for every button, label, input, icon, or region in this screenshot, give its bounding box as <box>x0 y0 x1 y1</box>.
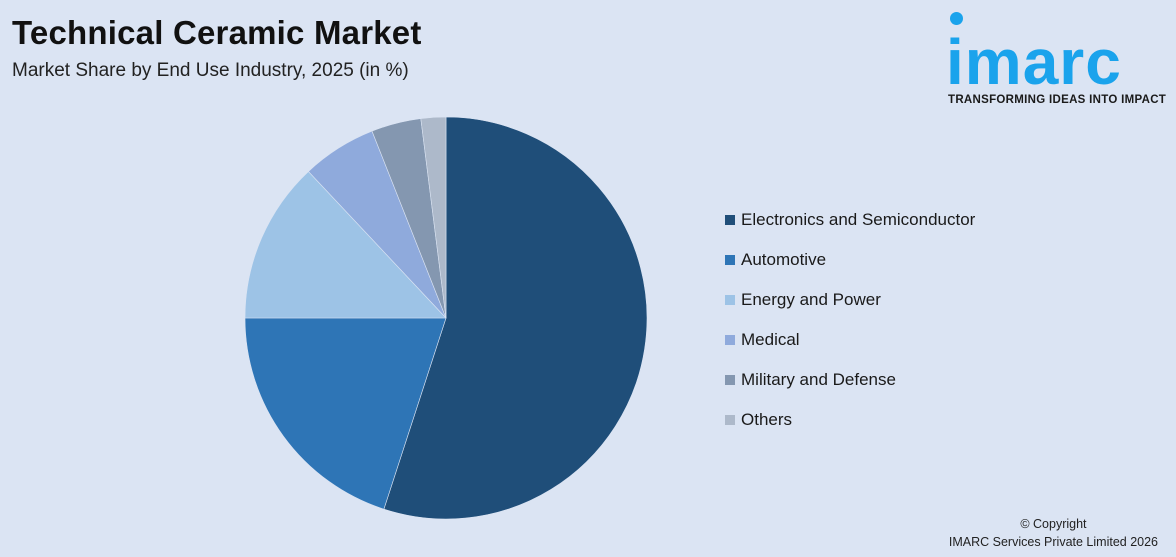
legend-swatch-energy <box>725 295 735 305</box>
legend-item: Military and Defense <box>725 360 975 400</box>
legend-swatch-others <box>725 415 735 425</box>
legend-label: Military and Defense <box>741 370 896 389</box>
legend-swatch-military <box>725 375 735 385</box>
legend-item: Energy and Power <box>725 280 975 320</box>
logo-dot-icon <box>950 12 963 25</box>
legend-label: Others <box>741 410 793 429</box>
legend-label: Electronics and Semiconductor <box>741 210 976 229</box>
pie-chart <box>244 116 648 520</box>
legend-label: Energy and Power <box>741 290 881 309</box>
copyright-footer: © Copyright IMARC Services Private Limit… <box>949 515 1158 551</box>
legend-item: Automotive <box>725 240 975 280</box>
legend-label: Medical <box>741 330 800 349</box>
legend-item: Medical <box>725 320 975 360</box>
imarc-logo: imarc TRANSFORMING IDEAS INTO IMPACT <box>946 12 1171 112</box>
copyright-line: © Copyright <box>1020 517 1087 531</box>
legend-label: Automotive <box>741 250 827 269</box>
pie-slice-energy-and-power <box>244 171 447 319</box>
legend-swatch-electronics <box>725 215 735 225</box>
copyright-company: IMARC Services Private Limited 2026 <box>948 535 1158 549</box>
logo-tagline: TRANSFORMING IDEAS INTO IMPACT <box>948 94 1167 106</box>
chart-subtitle: Market Share by End Use Industry, 2025 (… <box>12 60 409 81</box>
chart-legend: Electronics and Semiconductor Automotive… <box>725 200 975 440</box>
pie-slice-others <box>420 116 447 319</box>
legend-item: Electronics and Semiconductor <box>725 200 975 240</box>
pie-slice-electronics-and-semiconductor <box>383 116 648 520</box>
legend-swatch-automotive <box>725 255 735 265</box>
chart-title: Technical Ceramic Market <box>12 14 422 51</box>
pie-slice-automotive <box>244 317 447 510</box>
pie-svg <box>244 116 648 520</box>
legend-swatch-medical <box>725 335 735 345</box>
logo-wordmark: imarc <box>946 26 1122 98</box>
legend-item: Others <box>725 400 975 440</box>
